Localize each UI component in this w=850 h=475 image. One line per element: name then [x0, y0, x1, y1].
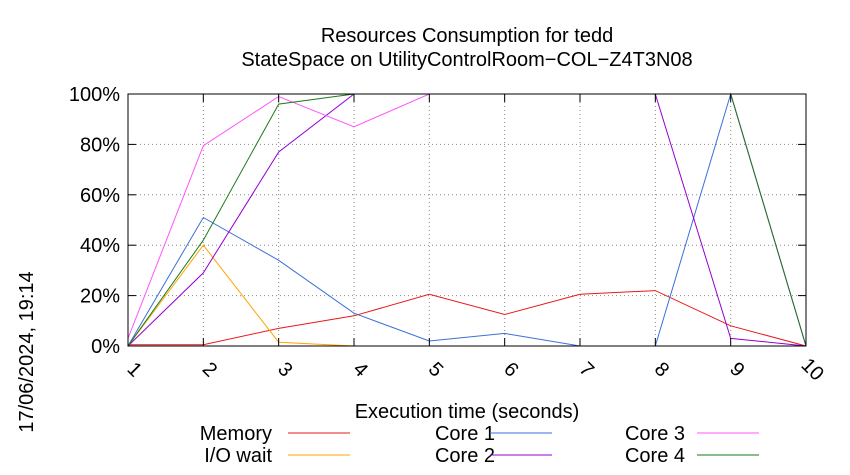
x-tick-label: 8 — [650, 358, 673, 381]
x-tick-label: 7 — [575, 358, 598, 381]
legend-label-core-4: Core 4 — [625, 445, 685, 467]
series-line-core-3 — [127, 93, 807, 347]
legend-label-core-2: Core 2 — [435, 445, 495, 467]
chart-subtitle: StateSpace on UtilityControlRoom−COL−Z4T… — [241, 49, 692, 71]
y-axis-ticks: 0% 20% 40% 60% 80% 100% — [69, 84, 806, 358]
x-tick-label: 5 — [424, 358, 447, 381]
series-lines — [127, 92, 807, 347]
y-tick-label: 100% — [69, 84, 120, 106]
y-tick-label: 80% — [80, 134, 120, 156]
y-tick-label: 20% — [80, 286, 120, 308]
series-line-core-2 — [127, 93, 807, 347]
x-tick-label: 2 — [198, 358, 221, 381]
x-tick-label: 10 — [797, 354, 828, 385]
x-axis-ticks: 1 2 3 4 5 6 7 8 9 10 — [123, 94, 828, 385]
y-tick-label: 0% — [91, 336, 120, 358]
x-tick-label: 4 — [349, 358, 372, 381]
x-tick-label: 3 — [273, 358, 296, 381]
legend-label-i-o-wait: I/O wait — [204, 445, 272, 467]
grid — [128, 94, 806, 346]
series-line-core-4 — [127, 93, 807, 347]
y-tick-label: 40% — [80, 235, 120, 257]
chart-title: Resources Consumption for tedd — [321, 25, 613, 47]
y-tick-label: 60% — [80, 185, 120, 207]
timestamp: 17/06/2024, 19:14 — [16, 271, 38, 432]
series-line-memory — [128, 290, 807, 347]
legend-label-memory: Memory — [200, 423, 272, 445]
x-axis-label: Execution time (seconds) — [355, 401, 580, 423]
plot-frame — [127, 93, 807, 347]
x-tick-label: 1 — [123, 358, 146, 381]
series-line-core-1 — [127, 92, 807, 347]
x-tick-label: 6 — [499, 358, 522, 381]
legend-label-core-3: Core 3 — [625, 423, 685, 445]
legend-label-core-1: Core 1 — [435, 423, 495, 445]
x-tick-label: 9 — [725, 358, 748, 381]
